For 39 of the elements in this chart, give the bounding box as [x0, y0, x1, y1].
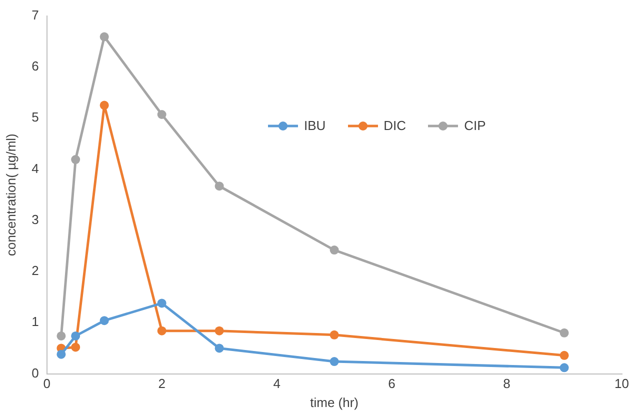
y-tick-label: 6 — [32, 58, 39, 74]
legend-label: DIC — [384, 118, 406, 133]
legend-label: CIP — [464, 118, 486, 133]
point — [214, 326, 224, 336]
y-tick-label: 1 — [32, 314, 39, 330]
point — [100, 316, 109, 326]
point — [214, 344, 224, 353]
y-tick-label: 5 — [32, 110, 39, 125]
x-tick-label: 10 — [614, 376, 630, 392]
x-tick-label: 2 — [158, 376, 166, 392]
point — [330, 246, 339, 255]
point — [214, 182, 224, 191]
x-tick-label: 4 — [273, 376, 280, 392]
y-tick-label: 2 — [32, 263, 39, 278]
x-tick-label: 6 — [388, 376, 396, 392]
point — [56, 350, 66, 359]
point — [560, 328, 569, 338]
x-tick-label: 0 — [43, 376, 50, 392]
point — [330, 357, 339, 366]
y-tick-label: 0 — [32, 365, 39, 380]
y-tick-label: 3 — [32, 212, 39, 227]
point — [560, 363, 569, 372]
point — [71, 155, 80, 164]
point — [157, 298, 166, 308]
point — [157, 326, 166, 336]
point — [157, 110, 166, 120]
legend-label: IBU — [304, 118, 326, 133]
point — [56, 331, 66, 340]
point — [100, 100, 109, 110]
y-tick-label: 7 — [32, 7, 39, 22]
x-axis-title: time (hr) — [310, 394, 358, 410]
point — [100, 32, 109, 42]
point — [330, 330, 339, 340]
y-tick-label: 4 — [32, 160, 39, 176]
point — [71, 342, 80, 352]
point — [560, 350, 569, 360]
x-tick-label: 8 — [503, 376, 510, 392]
y-axis-title: concentration( µg/ml) — [3, 134, 18, 256]
point — [71, 331, 80, 340]
